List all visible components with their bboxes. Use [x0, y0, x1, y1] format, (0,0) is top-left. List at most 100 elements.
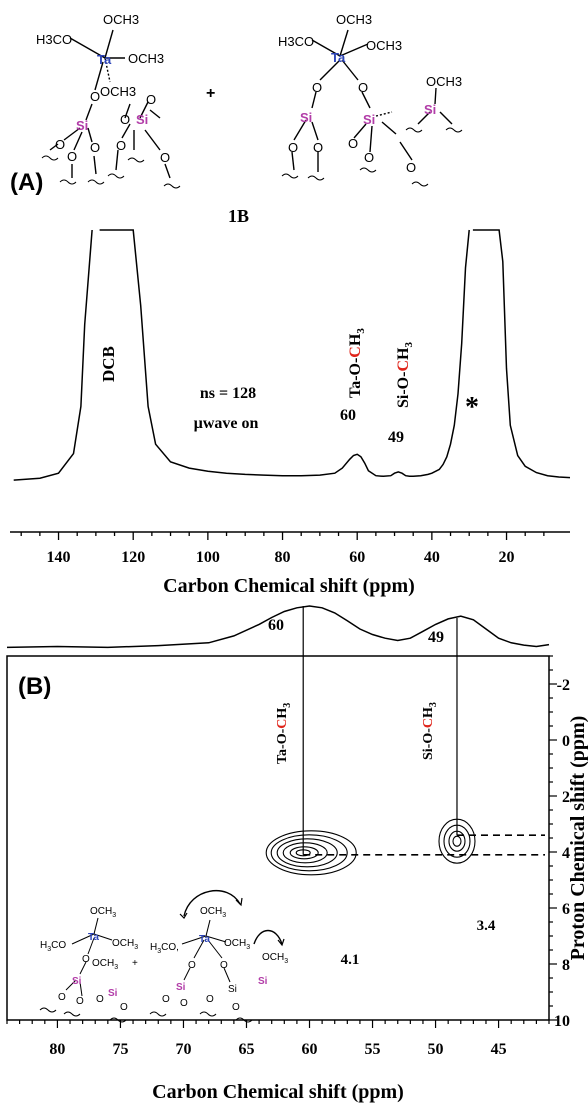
x-tick-label-a: 60 — [349, 549, 365, 566]
y-tick-label-b: 10 — [554, 1013, 570, 1030]
x-tick-label-a: 80 — [275, 549, 291, 566]
si-contour — [438, 818, 476, 864]
x-tick-label-a: 40 — [424, 549, 440, 566]
spectrum-line-a — [472, 229, 571, 479]
x-tick-label-b: 55 — [365, 1041, 381, 1058]
svg-text:Ta: Ta — [88, 932, 99, 943]
oxygen-text: O — [120, 112, 130, 127]
ta-contour — [295, 849, 311, 857]
oxygen-text: O — [146, 92, 156, 107]
oxygen-text: O — [364, 150, 374, 165]
y-tick-label-b: 2 — [562, 789, 570, 806]
x-tick-label-a: 20 — [499, 549, 515, 566]
svg-text:OCH3: OCH3 — [224, 938, 250, 951]
svg-text:O: O — [82, 954, 90, 965]
si-contour — [443, 824, 471, 858]
svg-text:Ta-O-CH3: Ta-O-CH3 — [275, 703, 293, 764]
ta-contour — [282, 842, 328, 864]
x-tick-label-b: 50 — [428, 1041, 444, 1058]
och3-text: OCH3 — [426, 74, 462, 89]
och3-text: OCH3 — [100, 84, 136, 99]
microwave-label: µwave on — [194, 415, 259, 432]
y-ticks-b: -2 0 2 4 6 8 10 — [549, 655, 570, 1030]
ta-contour — [276, 838, 338, 868]
svg-text:O: O — [206, 994, 214, 1005]
si-contour — [448, 830, 466, 852]
ta-contour — [289, 846, 319, 860]
ta-contour — [270, 834, 348, 872]
x-axis-label-a: Carbon Chemical shift (ppm) — [163, 575, 415, 597]
svg-text:Ta: Ta — [199, 934, 210, 945]
svg-text:+: + — [132, 958, 138, 969]
ta-atom: Ta — [97, 52, 112, 67]
projection-line — [6, 605, 550, 649]
y-tick-label-b: 0 — [562, 733, 570, 750]
oxygen-text: O — [358, 80, 368, 95]
oxygen-text: O — [313, 140, 323, 155]
svg-text:H3CO: H3CO — [40, 940, 66, 953]
x-tick-label-b: 80 — [49, 1041, 65, 1058]
svg-text:O: O — [58, 992, 66, 1003]
contour-peaks — [265, 818, 476, 876]
ta-label-b: Ta-O-CH3 — [275, 703, 293, 764]
svg-text:Si: Si — [176, 982, 186, 993]
svg-text:Si: Si — [228, 984, 237, 995]
si-atom: Si — [363, 112, 375, 127]
oxygen-text: O — [312, 80, 322, 95]
dcb-label: DCB — [99, 346, 118, 382]
svg-text:H3CO,: H3CO, — [150, 942, 179, 955]
structure-top-right: OCH3 H3CO Ta OCH3 O O Si O O Si O O O OC… — [278, 12, 463, 187]
svg-text:O: O — [220, 960, 228, 971]
x-tick-label-b: 45 — [491, 1041, 507, 1058]
si-shift-label: 49 — [388, 429, 404, 446]
si-atom: Si — [424, 102, 436, 117]
svg-text:O: O — [96, 994, 104, 1005]
panel-b-label: (B) — [18, 673, 51, 700]
y-tick-label-b: 8 — [562, 957, 570, 974]
oxygen-text: O — [288, 140, 298, 155]
och3-text: OCH3 — [336, 12, 372, 27]
och3-text: OCH3 — [128, 51, 164, 66]
y-tick-label-b: -2 — [557, 677, 570, 694]
plus-sign: + — [206, 85, 215, 102]
och3-text: OCH3 — [366, 38, 402, 53]
panel-a-label: (A) — [10, 169, 43, 196]
oxygen-text: O — [90, 140, 100, 155]
si-atom: Si — [300, 110, 312, 125]
svg-text:Si: Si — [72, 976, 82, 987]
structure-top-left: OCH3 H3CO Ta OCH3 OCH3 O Si O O O Si O O… — [36, 12, 181, 189]
svg-text:O: O — [180, 998, 188, 1009]
ta-atom: Ta — [331, 50, 346, 65]
oxygen-text: O — [67, 149, 77, 164]
svg-text:O: O — [120, 1002, 128, 1013]
svg-text:Si: Si — [108, 988, 118, 999]
spectrum-line-a — [99, 229, 470, 478]
x-tick-label-a: 120 — [121, 549, 145, 566]
x-tick-label-a: 140 — [47, 549, 71, 566]
x-tick-label-a: 100 — [196, 549, 220, 566]
si-contour — [452, 835, 462, 847]
spectrum-line-a — [13, 229, 93, 481]
svg-text:Si-O-CH3: Si-O-CH3 — [395, 342, 415, 408]
si-peak-label-a: Si-O-CH3 — [395, 342, 415, 408]
top-peak-49: 49 — [428, 629, 444, 646]
svg-text:OCH3: OCH3 — [112, 938, 138, 951]
oxygen-text: O — [116, 138, 126, 153]
svg-text:OCH3: OCH3 — [92, 958, 118, 971]
projection-trace — [6, 605, 550, 649]
svg-text:Ta-O-CH3: Ta-O-CH3 — [347, 328, 367, 398]
h3co-text: H3CO — [36, 32, 72, 47]
crosspeak-guides — [302, 606, 545, 856]
compound-label: 1B — [228, 206, 249, 226]
si-label-b: Si-O-CH3 — [421, 702, 439, 760]
y-tick-label-b: 4 — [562, 845, 570, 862]
x-tick-label-b: 65 — [238, 1041, 254, 1058]
proton-41-label: 4.1 — [341, 952, 360, 968]
svg-text:O: O — [188, 960, 196, 971]
ta-shift-label: 60 — [340, 407, 356, 424]
svg-text:Si-O-CH3: Si-O-CH3 — [421, 702, 439, 760]
x-ticks-a: 140 120 100 80 60 40 20 — [20, 532, 545, 566]
svg-text:O: O — [162, 994, 170, 1005]
svg-text:O: O — [76, 996, 84, 1007]
